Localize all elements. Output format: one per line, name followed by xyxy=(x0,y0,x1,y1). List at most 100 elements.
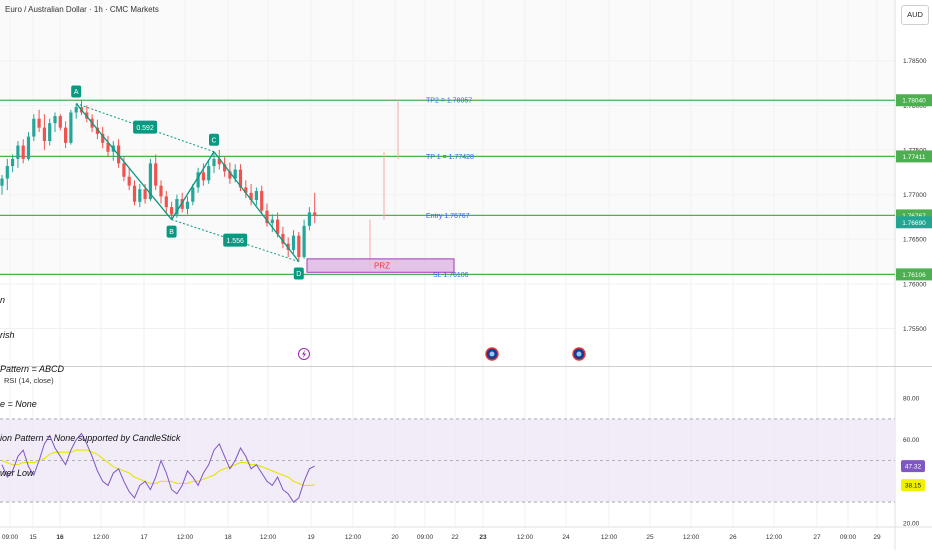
candle-body xyxy=(180,199,184,209)
time-tick-label: 09:00 xyxy=(417,534,434,541)
time-tick-label: 12:00 xyxy=(345,534,362,541)
rsi-tick-label: 60.00 xyxy=(903,437,920,444)
candle-body xyxy=(148,163,152,200)
candle-body xyxy=(64,127,68,143)
time-tick-label: 12:00 xyxy=(260,534,277,541)
ratio-badge xyxy=(133,120,158,134)
time-tick-label: 12:00 xyxy=(766,534,783,541)
candle-body xyxy=(185,201,190,209)
time-tick-label: 24 xyxy=(562,534,570,541)
candle-body xyxy=(307,212,311,226)
ratio-label: 0.592 xyxy=(136,125,154,132)
rsi-axis-tag xyxy=(901,460,925,473)
candle-body xyxy=(291,235,296,250)
candle-body xyxy=(249,192,253,200)
time-tick-label: 15 xyxy=(29,534,37,541)
candle-body xyxy=(297,235,301,258)
rsi-indicator-title[interactable]: RSI (14, close) xyxy=(4,376,54,385)
candle-body xyxy=(26,136,31,159)
ratio-label: 1.556 xyxy=(226,238,244,245)
price-tick-label: 1.78000 xyxy=(903,103,927,110)
symbol-title[interactable]: Euro / Australian Dollar · 1h · CMC Mark… xyxy=(5,5,159,14)
time-tick-label: 18 xyxy=(224,534,232,541)
info-line: e = None xyxy=(0,398,37,409)
price-axis-tag xyxy=(896,216,932,229)
earnings-event-dot xyxy=(576,351,582,357)
time-tick-label: 12:00 xyxy=(177,534,194,541)
candle-body xyxy=(37,118,41,128)
price-axis-tag-label: 1.76690 xyxy=(902,220,926,227)
rsi-tick-label: 80.00 xyxy=(903,396,920,403)
time-tick-label: 12:00 xyxy=(517,534,534,541)
candle-body xyxy=(207,166,211,181)
lightning-icon xyxy=(302,350,306,358)
time-tick-label: 17 xyxy=(140,534,148,541)
time-tick-label: 25 xyxy=(646,534,654,541)
candle-body xyxy=(254,191,258,200)
candle-body xyxy=(302,225,306,258)
candle-body xyxy=(159,185,163,197)
level-label-tp2: TP2 = 1.78057 xyxy=(426,98,472,105)
candle-body xyxy=(69,112,73,143)
candle-body xyxy=(201,172,205,181)
candle-body xyxy=(281,233,285,244)
candle-body xyxy=(95,127,99,134)
time-tick-label: 09:00 xyxy=(840,534,857,541)
info-line: ion Pattern = None supported by CandleSt… xyxy=(0,433,181,443)
info-line: Pattern = ABCD xyxy=(0,364,64,374)
abcd-leg xyxy=(171,151,215,220)
candle-body xyxy=(228,171,232,179)
price-tick-label: 1.77000 xyxy=(903,192,927,199)
candle-body xyxy=(21,145,25,159)
abcd-leg xyxy=(75,103,173,221)
info-line: rish xyxy=(0,329,15,340)
price-axis-tag xyxy=(896,150,932,163)
candle-body xyxy=(11,158,15,167)
candle-body xyxy=(244,187,248,193)
rsi-axis-tag-label: 47.32 xyxy=(905,464,922,471)
price-axis-tag-label: 1.78040 xyxy=(902,98,926,105)
candle-body xyxy=(164,196,168,208)
candle-body xyxy=(170,207,174,215)
pane-separator[interactable] xyxy=(0,366,932,367)
pattern-point-c xyxy=(209,133,219,146)
candle-body xyxy=(276,219,280,234)
time-tick-label: 09:00 xyxy=(2,534,19,541)
candle-body xyxy=(0,178,4,186)
candle-body xyxy=(196,172,200,188)
currency-button[interactable]: AUD xyxy=(901,5,929,25)
time-tick-label: 16 xyxy=(56,534,64,541)
rsi-line xyxy=(1,432,315,503)
level-label-entry: Entry 1.76767 xyxy=(426,213,470,220)
candle-body xyxy=(223,164,227,172)
candle-body xyxy=(132,185,137,202)
price-tick-label: 1.75500 xyxy=(903,326,927,333)
info-line: wer Low xyxy=(0,467,34,478)
time-tick-label: 22 xyxy=(451,534,459,541)
time-tick-label: 29 xyxy=(873,534,881,541)
candle-body xyxy=(53,116,57,124)
pattern-point-label: B xyxy=(169,229,174,236)
price-axis-tag xyxy=(896,94,932,107)
candle-body xyxy=(42,127,46,142)
candle-body xyxy=(127,176,131,186)
time-tick-label: 12:00 xyxy=(601,534,618,541)
candle-body xyxy=(154,163,158,186)
pattern-point-a xyxy=(71,85,82,98)
candle-body xyxy=(265,210,269,224)
level-label-tp1: TP 1 = 1.77428 xyxy=(426,154,474,161)
price-tick-label: 1.76500 xyxy=(903,237,927,244)
candle-body xyxy=(48,123,52,142)
pattern-point-label: A xyxy=(74,89,79,96)
candle-body xyxy=(138,189,142,202)
pattern-point-label: D xyxy=(296,271,301,278)
candle-body xyxy=(233,169,237,179)
candle-body xyxy=(175,199,179,215)
rsi-ma-line xyxy=(1,449,315,486)
level-label-sl: SL 1.76106 xyxy=(433,272,469,279)
time-tick-label: 12:00 xyxy=(683,534,700,541)
pattern-info-panel: n rish Pattern = ABCD e = None ion Patte… xyxy=(0,272,180,491)
candle-body xyxy=(58,116,62,128)
pattern-point-b xyxy=(166,225,177,238)
